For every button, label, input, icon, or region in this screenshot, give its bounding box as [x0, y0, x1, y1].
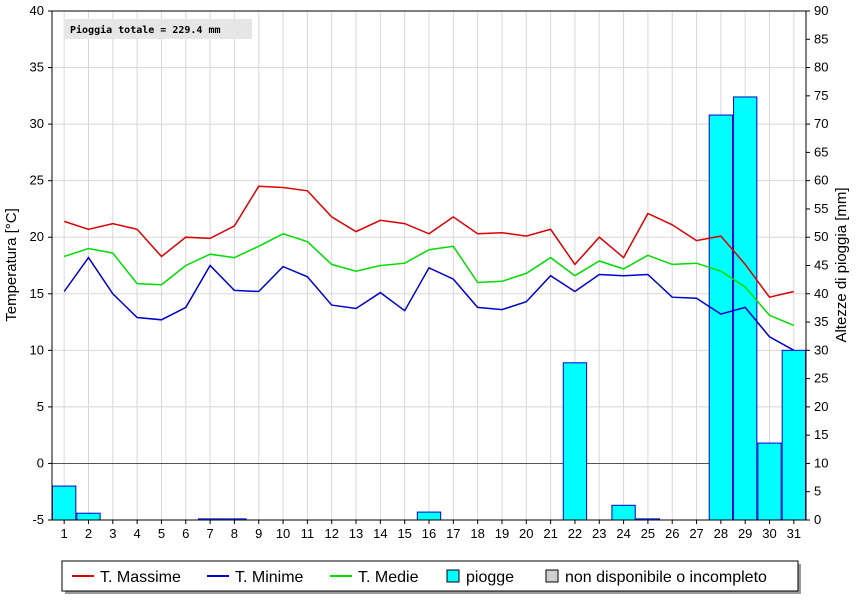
legend-symbol-box: [545, 569, 559, 583]
x-tick-label: 20: [519, 526, 533, 541]
rain-bar: [562, 362, 588, 521]
x-tick-label: 18: [470, 526, 484, 541]
annotation-text: Pioggia totale = 229.4 mm: [70, 24, 221, 36]
rain-bar: [52, 485, 77, 521]
y-right-tick-label: 55: [814, 201, 828, 216]
y-left-tick-label: 10: [30, 342, 44, 357]
x-tick-label: 5: [158, 526, 165, 541]
y-right-tick-label: 85: [814, 31, 828, 46]
y-left-tick-label: 30: [30, 116, 44, 131]
x-tick-label: 8: [231, 526, 238, 541]
x-tick-label: 15: [397, 526, 411, 541]
y-right-tick-label: 75: [814, 88, 828, 103]
x-tick-label: 24: [616, 526, 630, 541]
x-tick-label: 25: [641, 526, 655, 541]
x-tick-label: 13: [349, 526, 363, 541]
x-tick-label: 26: [665, 526, 679, 541]
y-right-tick-label: 40: [814, 286, 828, 301]
x-tick-label: 4: [134, 526, 141, 541]
rain-bar: [757, 442, 782, 521]
x-tick-label: 17: [446, 526, 460, 541]
y-right-tick-label: 70: [814, 116, 828, 131]
grid-layer: [52, 10, 806, 521]
y-right-tick-label: 20: [814, 399, 828, 414]
series-line-t-minime: [63, 256, 795, 351]
rain-bar: [611, 504, 636, 521]
y-axis-left-title: Temperatura [°C]: [3, 208, 20, 322]
x-tick-label: 28: [714, 526, 728, 541]
axis-layer: 4035302520151050-59085807570656055504540…: [30, 3, 829, 541]
rain-bar: [708, 114, 734, 521]
legend-label: piogge: [466, 569, 514, 586]
y-right-tick-label: 5: [814, 484, 821, 499]
y-right-tick-label: 50: [814, 229, 828, 244]
legend-label: T. Medie: [358, 569, 419, 586]
legend-label: T. Minime: [235, 569, 304, 586]
y-right-tick-label: 65: [814, 144, 828, 159]
x-tick-label: 31: [787, 526, 801, 541]
legend-symbol-box: [446, 569, 460, 583]
legend-label: T. Massime: [100, 569, 181, 586]
y-right-tick-label: 15: [814, 427, 828, 442]
x-tick-label: 2: [85, 526, 92, 541]
y-right-tick-label: 25: [814, 371, 828, 386]
x-tick-label: 22: [568, 526, 582, 541]
line-layer: [63, 185, 795, 351]
y-right-tick-label: 35: [814, 314, 828, 329]
x-tick-label: 27: [689, 526, 703, 541]
x-tick-label: 10: [276, 526, 290, 541]
x-tick-label: 1: [61, 526, 68, 541]
rain-bar: [781, 349, 807, 521]
x-tick-label: 19: [495, 526, 509, 541]
y-left-tick-label: 25: [30, 173, 44, 188]
x-tick-label: 12: [324, 526, 338, 541]
series-line-t-massime: [63, 185, 794, 299]
x-tick-label: 14: [373, 526, 387, 541]
x-tick-label: 16: [422, 526, 436, 541]
y-right-tick-label: 10: [814, 455, 828, 470]
annotation-background: [64, 19, 252, 39]
x-tick-label: 21: [543, 526, 557, 541]
x-tick-label: 29: [738, 526, 752, 541]
y-right-tick-label: 30: [814, 342, 828, 357]
y-right-tick-label: 45: [814, 258, 828, 273]
series-line-t-medie: [63, 232, 795, 327]
x-tick-label: 9: [255, 526, 262, 541]
y-left-tick-label: 35: [30, 60, 44, 75]
legend-label: non disponibile o incompleto: [565, 569, 767, 586]
y-left-tick-label: 40: [30, 3, 44, 18]
y-axis-right-title: Altezze di pioggia [mm]: [833, 187, 850, 342]
y-right-tick-label: 60: [814, 173, 828, 188]
y-left-tick-label: -5: [32, 512, 44, 527]
x-tick-label: 23: [592, 526, 606, 541]
rain-bar: [416, 511, 442, 521]
x-tick-label: 30: [762, 526, 776, 541]
bar-layer: [52, 96, 807, 521]
y-left-tick-label: 0: [37, 455, 44, 470]
x-tick-label: 3: [109, 526, 116, 541]
annotation-box: Pioggia totale = 229.4 mm: [64, 19, 252, 39]
y-left-tick-label: 5: [37, 399, 44, 414]
x-tick-label: 11: [301, 526, 315, 541]
y-right-tick-label: 0: [814, 512, 821, 527]
y-right-tick-label: 90: [814, 3, 828, 18]
y-left-tick-label: 20: [30, 229, 44, 244]
legend: T. Massime T. Minime T. Medie piogge non dis…: [61, 560, 801, 594]
legend-box: [61, 560, 799, 592]
y-left-tick-label: 15: [30, 286, 44, 301]
y-right-tick-label: 80: [814, 60, 828, 75]
x-tick-label: 6: [182, 526, 189, 541]
rain-bar: [76, 512, 101, 521]
x-tick-label: 7: [206, 526, 213, 541]
